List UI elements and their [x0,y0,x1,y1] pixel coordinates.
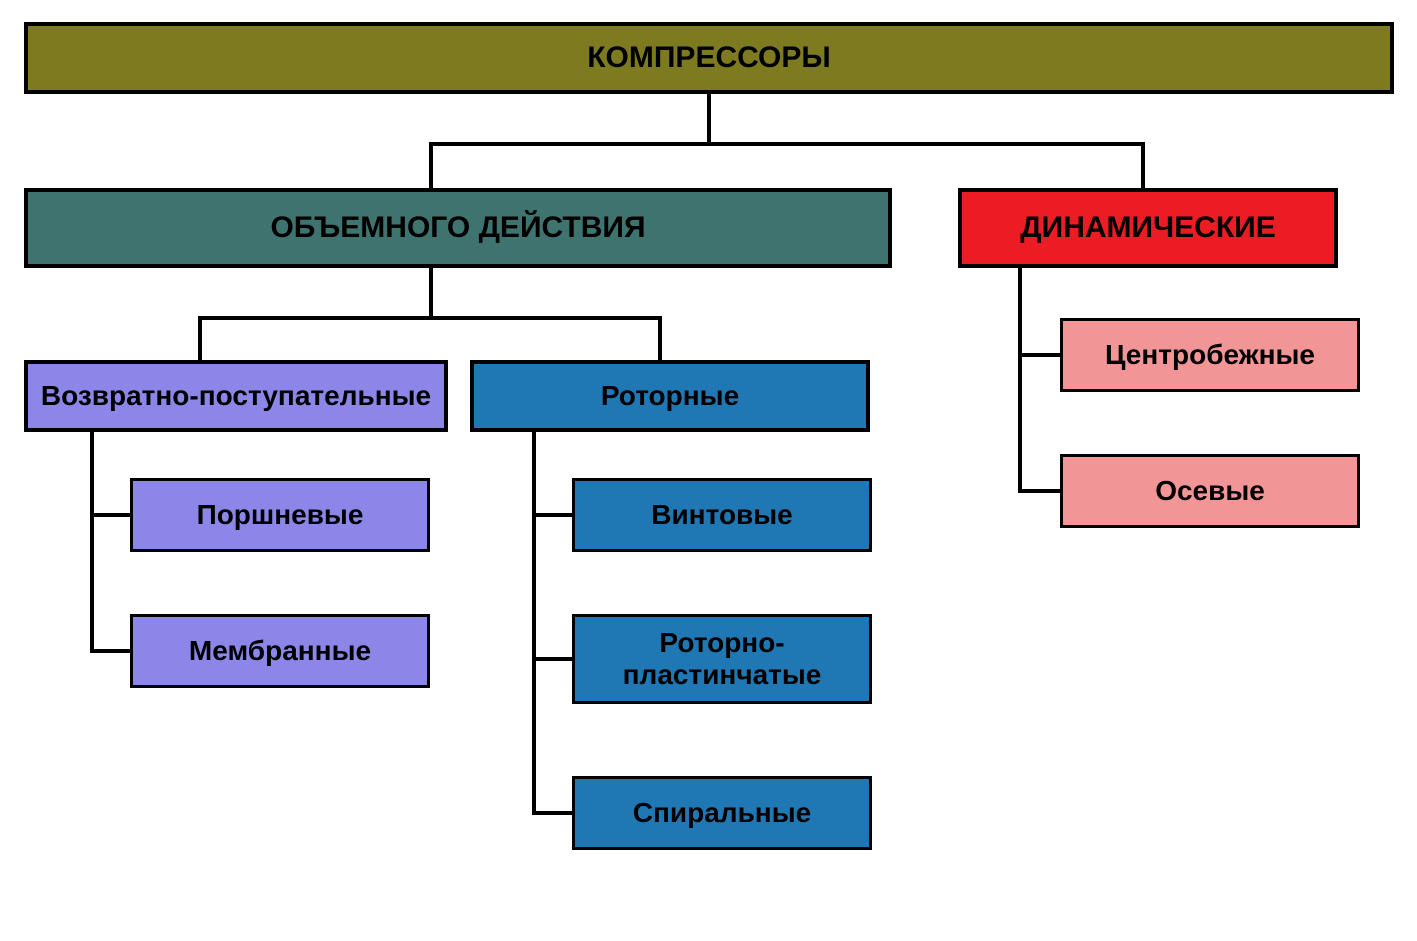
node-axial: Осевые [1060,454,1360,528]
node-rotor: Роторные [470,360,870,432]
node-membrane: Мембранные [130,614,430,688]
node-label: Роторные [601,380,739,412]
connector-edge [1020,268,1060,491]
node-label: Мембранные [189,635,371,667]
connector-edge [200,268,660,360]
node-label: КОМПРЕССОРЫ [587,41,831,76]
node-label: Осевые [1155,475,1265,507]
node-screw: Винтовые [572,478,872,552]
node-label: Поршневые [197,499,364,531]
connector-edge [534,432,572,813]
node-scroll: Спиральные [572,776,872,850]
node-recip: Возвратно-поступательные [24,360,448,432]
node-vane: Роторно-пластинчатые [572,614,872,704]
node-label: Винтовые [651,499,793,531]
node-root: КОМПРЕССОРЫ [24,22,1394,94]
connector-edge [92,432,130,651]
node-label: Роторно-пластинчатые [623,627,822,691]
node-label: Возвратно-поступательные [41,380,431,412]
node-label: Спиральные [633,797,811,829]
connector-edge [431,94,1143,188]
node-label: ДИНАМИЧЕСКИЕ [1020,211,1275,246]
node-vol: ОБЪЕМНОГО ДЕЙСТВИЯ [24,188,892,268]
node-piston: Поршневые [130,478,430,552]
diagram-canvas: КОМПРЕССОРЫ ОБЪЕМНОГО ДЕЙСТВИЯ ДИНАМИЧЕСКИ… [0,0,1417,941]
node-dyn: ДИНАМИЧЕСКИЕ [958,188,1338,268]
node-label: Центробежные [1105,339,1315,371]
node-centr: Центробежные [1060,318,1360,392]
node-label: ОБЪЕМНОГО ДЕЙСТВИЯ [270,211,645,246]
